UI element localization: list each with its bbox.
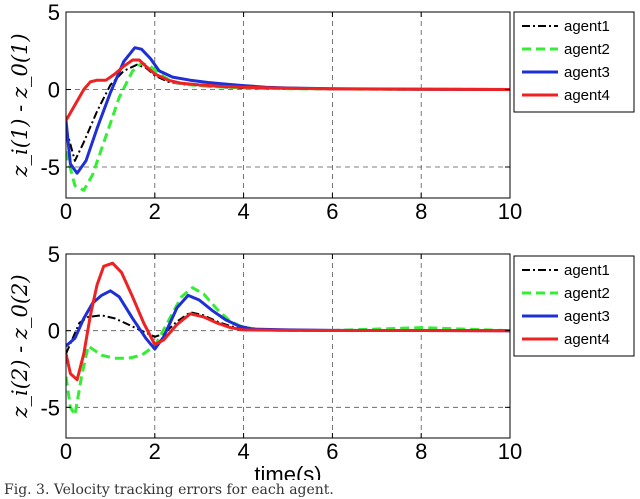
y-tick-label: 0 bbox=[48, 78, 60, 103]
x-tick-label: 4 bbox=[237, 199, 249, 224]
legend-label-agent4: agent4 bbox=[564, 331, 610, 348]
y-axis-label: z_i(2) - z_0(2) bbox=[8, 274, 32, 418]
y-tick-label: 5 bbox=[48, 0, 60, 25]
legend: agent1 agent2 agent3 agent4 bbox=[513, 11, 635, 113]
legend-label-agent3: agent3 bbox=[564, 308, 610, 325]
series-line-agent4 bbox=[66, 261, 510, 382]
x-tick-label: 0 bbox=[60, 199, 72, 224]
legend-label-agent4: agent4 bbox=[564, 87, 610, 104]
series-line-agent2 bbox=[66, 286, 510, 417]
y-tick-label: 0 bbox=[48, 319, 60, 344]
x-tick-label: 8 bbox=[415, 439, 427, 464]
y-tick-label: 5 bbox=[48, 242, 60, 267]
series-line-agent1 bbox=[66, 63, 510, 162]
axes-frame bbox=[65, 253, 511, 439]
y-axis-label: z_i(1) - z_0(1) bbox=[8, 33, 32, 177]
series-line-agent4 bbox=[66, 58, 510, 122]
y-tick-label: -5 bbox=[40, 155, 60, 180]
figure-caption: Fig. 3. Velocity tracking errors for eac… bbox=[4, 482, 334, 498]
x-tick-label: 2 bbox=[149, 199, 161, 224]
x-tick-label: 6 bbox=[326, 199, 338, 224]
legend: agent1 agent2 agent3 agent4 bbox=[513, 255, 635, 357]
legend-label-agent2: agent2 bbox=[564, 41, 610, 58]
x-tick-label: 10 bbox=[498, 439, 522, 464]
x-tick-label: 6 bbox=[326, 439, 338, 464]
x-axis-label: time(s) bbox=[254, 462, 321, 480]
legend-label-agent1: agent1 bbox=[564, 262, 610, 279]
series-line-agent2 bbox=[66, 61, 510, 192]
x-tick-label: 8 bbox=[415, 199, 427, 224]
x-tick-label: 0 bbox=[60, 439, 72, 464]
x-tick-label: 10 bbox=[498, 199, 522, 224]
legend-label-agent1: agent1 bbox=[564, 18, 610, 35]
axes-frame bbox=[65, 11, 511, 199]
legend-label-agent2: agent2 bbox=[564, 285, 610, 302]
x-tick-label: 4 bbox=[237, 439, 249, 464]
y-tick-label: -5 bbox=[40, 395, 60, 420]
legend-label-agent3: agent3 bbox=[564, 64, 610, 81]
x-tick-label: 2 bbox=[149, 439, 161, 464]
